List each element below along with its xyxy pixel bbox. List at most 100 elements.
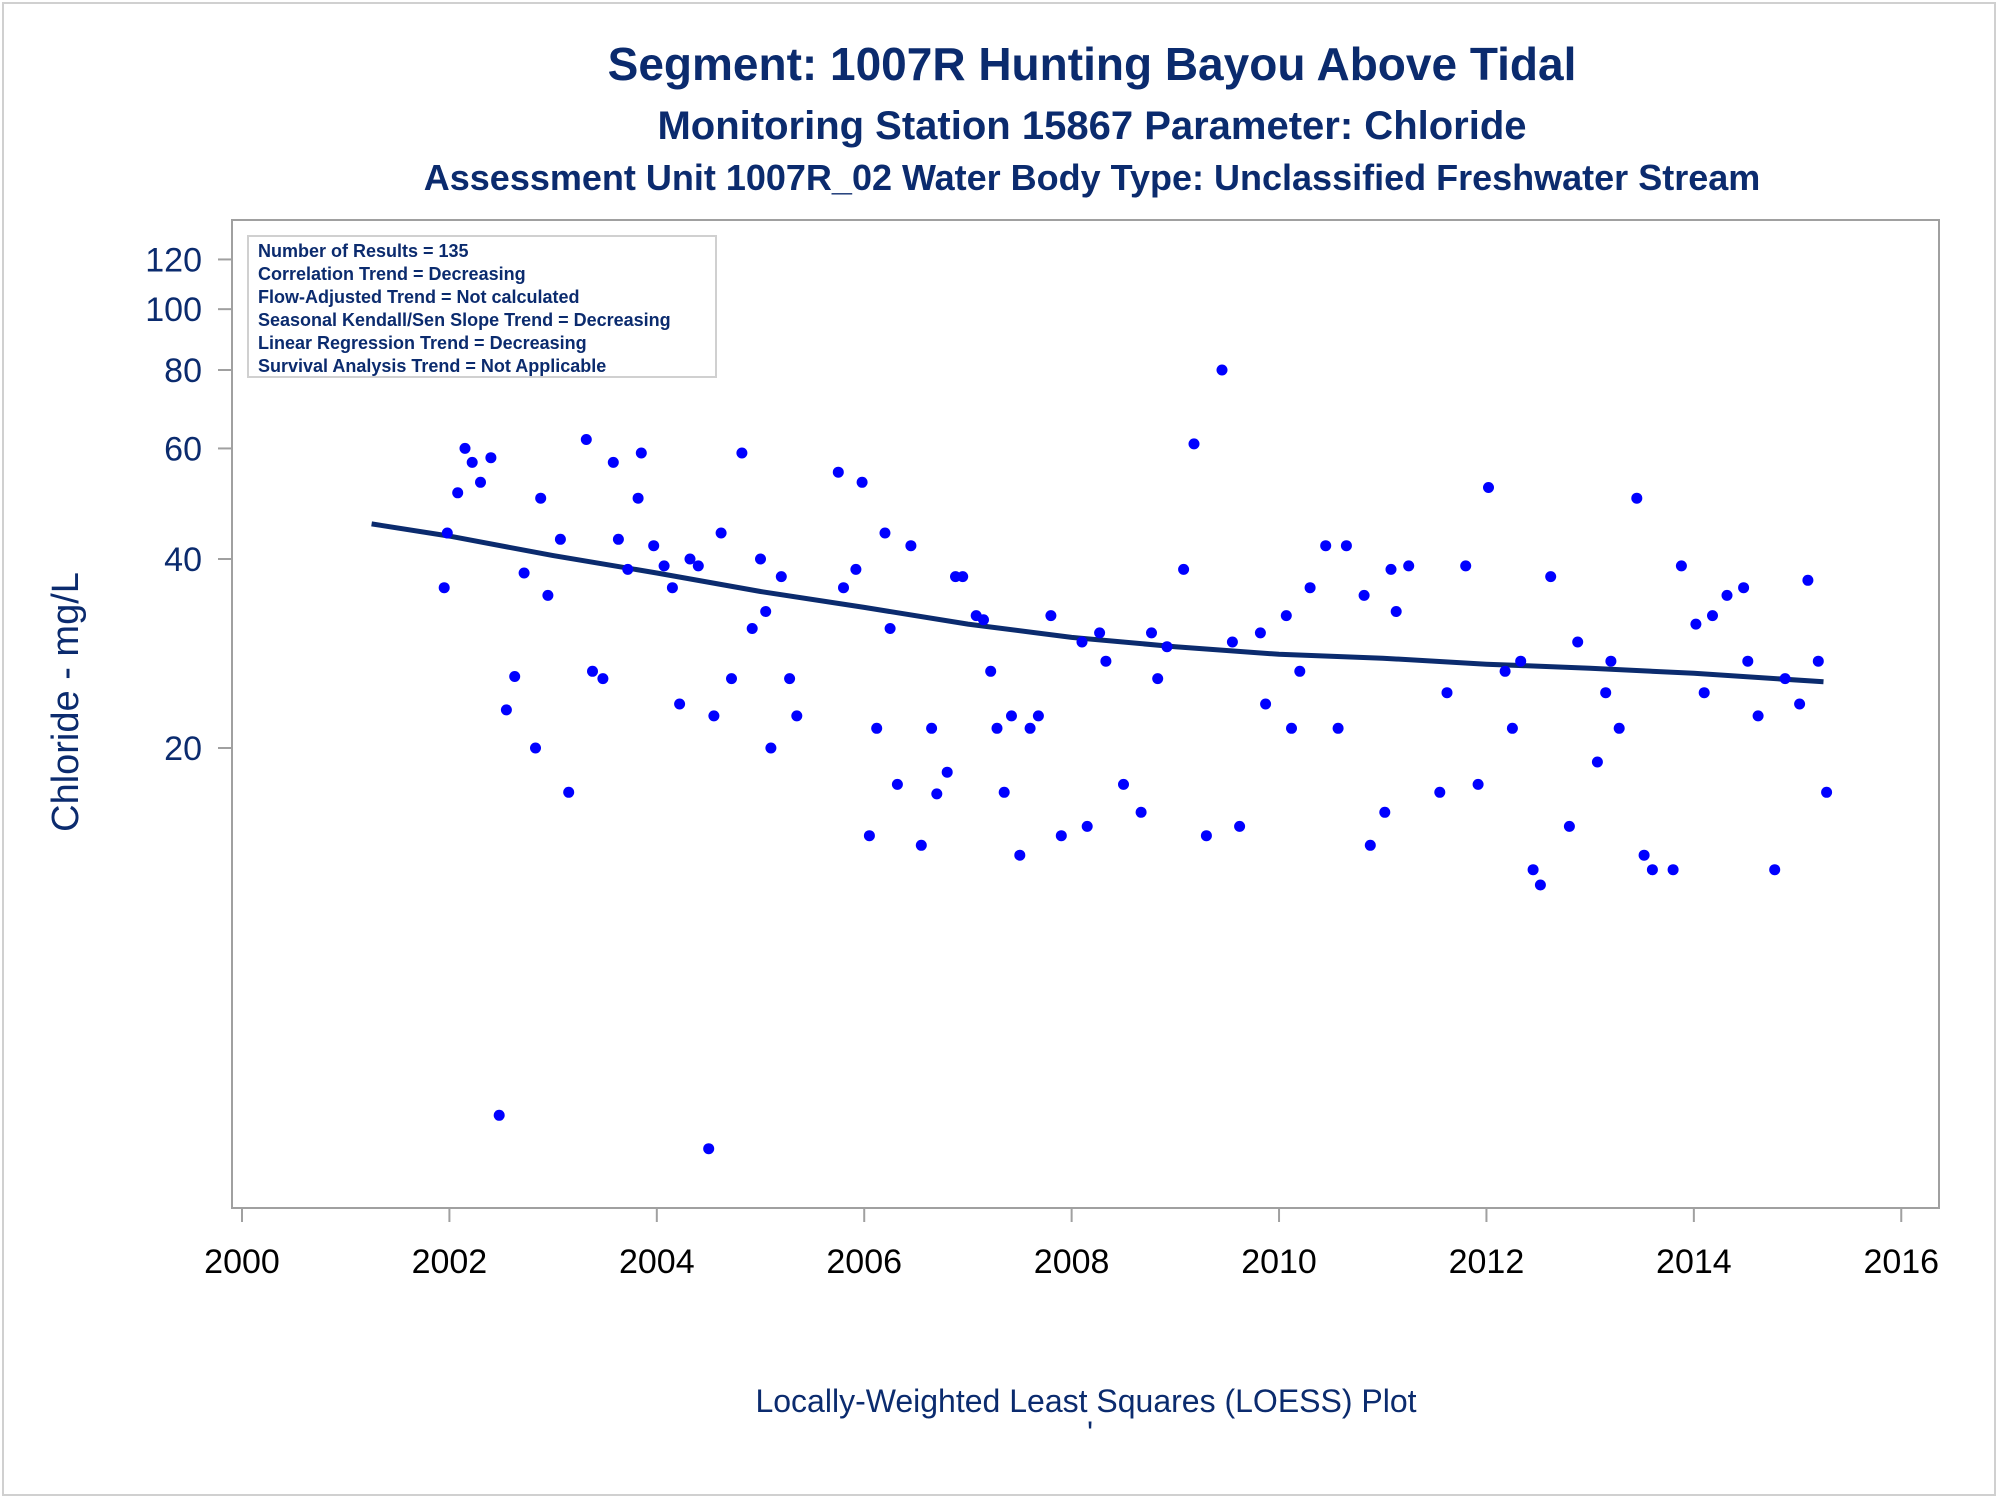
data-point	[493, 1109, 505, 1121]
data-point	[632, 492, 644, 504]
x-tick-label: 2004	[619, 1243, 695, 1281]
data-point	[1698, 687, 1710, 699]
data-point	[1752, 710, 1764, 722]
data-point	[518, 567, 530, 579]
data-point	[957, 571, 969, 583]
y-axis-label: Chloride - mg/L	[45, 572, 87, 832]
data-point	[1721, 589, 1733, 601]
data-point	[1460, 560, 1472, 572]
chart-subtitle: Monitoring Station 15867 Parameter: Chlo…	[657, 104, 1526, 148]
data-point	[1506, 722, 1518, 734]
data-point	[765, 742, 777, 754]
chart-subtitle-2: Assessment Unit 1007R_02 Water Body Type…	[424, 157, 1761, 198]
data-point	[692, 560, 704, 572]
data-point	[530, 742, 541, 754]
data-point	[658, 560, 670, 572]
data-point	[931, 788, 943, 800]
inset-line: Linear Regression Trend = Decreasing	[258, 333, 587, 353]
data-point	[635, 447, 647, 459]
inset-line: Flow-Adjusted Trend = Not calculated	[258, 287, 580, 307]
x-tick-label: 2010	[1241, 1243, 1317, 1281]
data-point	[438, 582, 450, 594]
data-point	[1403, 560, 1415, 572]
data-point	[1006, 710, 1017, 722]
data-point	[941, 766, 953, 778]
data-point	[1515, 655, 1527, 667]
data-point	[791, 710, 803, 722]
stats-inset: Number of Results = 135 Correlation Trend…	[258, 241, 671, 376]
data-point	[726, 673, 737, 685]
footnote-mark: '	[1087, 1415, 1093, 1451]
data-point	[1390, 606, 1402, 617]
data-point	[452, 487, 464, 499]
data-point	[1081, 820, 1093, 832]
data-point	[1161, 641, 1173, 653]
data-point	[1340, 540, 1352, 552]
data-point	[1024, 722, 1036, 734]
data-point	[926, 722, 938, 734]
data-point	[666, 582, 678, 594]
data-point	[863, 830, 875, 842]
data-point	[775, 571, 787, 583]
y-tick-label: 120	[145, 241, 202, 279]
data-point	[1499, 665, 1511, 677]
loess-layer	[371, 521, 1824, 685]
data-point	[597, 673, 609, 685]
data-point	[736, 447, 748, 459]
data-point	[1385, 563, 1397, 575]
data-point	[1234, 820, 1246, 832]
y-tick-label: 100	[145, 291, 202, 329]
data-point	[1100, 655, 1112, 667]
data-point	[612, 533, 624, 545]
data-point	[1379, 806, 1391, 818]
data-point	[746, 623, 758, 634]
data-point	[1188, 438, 1200, 450]
data-point	[1667, 864, 1679, 876]
data-point	[1294, 665, 1306, 677]
data-point	[674, 698, 686, 710]
stats-inset-box	[247, 235, 717, 378]
data-point	[648, 540, 660, 552]
data-point	[784, 673, 796, 685]
data-point	[1690, 618, 1702, 630]
data-point	[856, 476, 868, 488]
data-point	[1794, 698, 1806, 710]
data-point	[1226, 636, 1238, 648]
loess-line	[371, 521, 1824, 685]
data-point	[1304, 582, 1316, 594]
plot-area	[231, 219, 1940, 1209]
data-point	[760, 606, 772, 617]
data-point	[1434, 786, 1446, 798]
data-point	[1613, 722, 1625, 734]
data-point	[871, 722, 883, 734]
data-point	[1638, 849, 1650, 861]
data-point	[1118, 778, 1129, 790]
x-tick-label: 2000	[204, 1243, 280, 1281]
data-point	[1742, 655, 1754, 667]
data-point	[1572, 636, 1584, 648]
data-point	[998, 786, 1010, 798]
data-point	[1280, 610, 1292, 622]
data-point	[1146, 627, 1157, 639]
data-point	[879, 527, 891, 539]
data-point	[891, 778, 903, 790]
data-point	[542, 589, 554, 601]
data-point	[703, 1143, 715, 1155]
data-point	[1675, 560, 1687, 572]
inset-line: Correlation Trend = Decreasing	[258, 264, 526, 284]
data-point	[475, 476, 486, 488]
x-tick-label: 2014	[1656, 1243, 1732, 1281]
data-point	[1076, 636, 1088, 648]
x-tick-label: 2006	[826, 1243, 902, 1281]
data-point	[1769, 864, 1781, 876]
data-point	[1631, 492, 1643, 504]
data-point	[1605, 655, 1617, 667]
data-point	[832, 466, 844, 478]
data-point	[1152, 673, 1164, 685]
data-point	[1135, 806, 1147, 818]
x-tick-label: 2016	[1863, 1243, 1939, 1281]
data-point	[485, 452, 497, 464]
data-point	[884, 623, 896, 634]
data-point	[1260, 698, 1272, 710]
